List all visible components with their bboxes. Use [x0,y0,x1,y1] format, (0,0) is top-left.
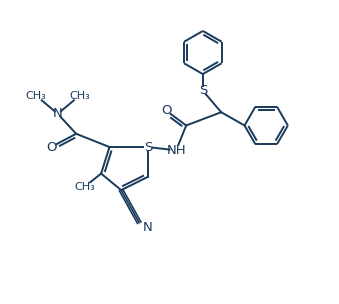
Text: O: O [161,104,172,117]
Text: N: N [143,221,153,234]
Text: NH: NH [166,144,186,157]
Text: CH₃: CH₃ [74,182,95,192]
Text: O: O [46,140,56,154]
Text: S: S [144,140,152,154]
Text: S: S [199,84,207,97]
Text: CH₃: CH₃ [26,91,46,101]
Text: N: N [53,107,63,120]
Text: CH₃: CH₃ [69,91,90,101]
